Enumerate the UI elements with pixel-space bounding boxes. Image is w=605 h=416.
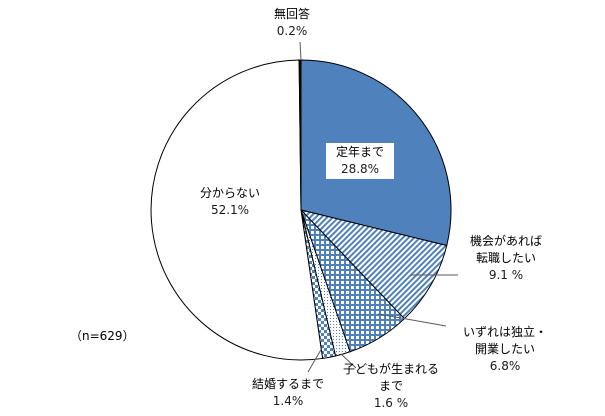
- label-text: 結婚するまで: [251, 377, 324, 391]
- label-value: 1.4%: [272, 394, 304, 408]
- label-kekkon: 結婚するまで 1.4%: [240, 376, 336, 410]
- label-value: 6.8%: [489, 359, 521, 373]
- label-text: いずれは独立・: [462, 325, 547, 339]
- pie-slice: [299, 209, 448, 320]
- label-kodomo: 子どもが生まれる まで 1.6 %: [336, 361, 446, 412]
- label-text: 分からない: [199, 186, 260, 200]
- pie-slice: [150, 59, 324, 361]
- label-text: 開業したい: [474, 342, 535, 356]
- label-value: 28.8%: [340, 162, 380, 176]
- label-text: 無回答: [273, 7, 310, 21]
- label-value: 1.6 %: [373, 396, 409, 410]
- label-wakaranai: 分からない 52.1%: [190, 185, 270, 219]
- label-dokuritsu: いずれは独立・ 開業したい 6.8%: [450, 324, 560, 375]
- label-text: 転職したい: [475, 251, 536, 265]
- label-text: まで: [378, 379, 403, 393]
- label-value: 52.1%: [210, 203, 250, 217]
- label-tenshoku: 機会があれば 転職したい 9.1 %: [458, 233, 554, 284]
- pie-slices: [150, 59, 452, 361]
- label-text: 機会があれば: [469, 234, 542, 248]
- label-value: 9.1 %: [488, 268, 524, 282]
- label-text: 定年まで: [335, 145, 384, 159]
- leader-lines: [299, 41, 458, 373]
- label-teinen: 定年まで 28.8%: [326, 143, 394, 179]
- sample-size-note: （n=629）: [70, 329, 135, 343]
- label-text: 子どもが生まれる: [342, 362, 439, 376]
- label-mukaito: 無回答 0.2%: [262, 6, 322, 40]
- label-value: 0.2%: [276, 24, 308, 38]
